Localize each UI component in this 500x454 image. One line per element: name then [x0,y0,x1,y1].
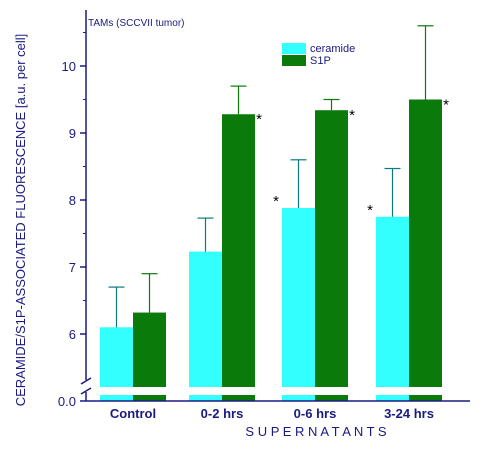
significance-marker: * [349,107,355,124]
bar-ceramide [282,208,315,387]
axis-break-marks [80,377,92,395]
axis-break-mark [80,377,92,385]
y-tick-label: 7 [69,260,76,275]
legend-swatch-s1p [282,55,306,66]
bar-s1p [222,114,255,388]
bar-s1p [315,110,348,387]
significance-marker: * [443,97,449,114]
significance-marker: * [367,202,373,219]
bar-stub-s1p [409,395,442,401]
bar-stub-s1p [222,395,255,401]
chart-subtitle: TAMs (SCCVII tumor) [88,18,184,29]
bar-stub-ceramide [376,395,409,401]
x-axis-title: S U P E R N A T A N T S [245,424,386,439]
bar-ceramide [189,251,222,387]
bar-s1p [409,99,442,387]
y-tick-label: 6 [69,327,76,342]
y-tick-label: 9 [69,126,76,141]
significance-marker: * [256,111,262,128]
bar-ceramide [376,216,409,387]
y-tick-label: 8 [69,193,76,208]
labels-layer: * * * * * Control 0-2 hrs 0-6 hrs 3-24 hrs [110,97,449,422]
y-tick-label: 10 [62,59,76,74]
bar-stub-s1p [315,395,348,401]
x-category-label: 0-2 hrs [201,406,244,421]
y-axis-title: CERAMIDE/S1P-ASSOCIATED FLUORESCENCE [a.… [13,34,28,407]
error-bars-layer [108,25,434,328]
axes-layer: 0.0 6 7 8 9 10 [58,10,470,409]
axis-break-mark [80,387,92,395]
bar-s1p [133,312,166,387]
x-category-label: Control [110,406,156,421]
bar-ceramide [100,327,133,387]
legend-swatch-ceramide [282,43,306,54]
bar-stub-ceramide [100,395,133,401]
bar-stub-ceramide [282,395,315,401]
significance-marker: * [273,193,279,210]
y-ticks: 0.0 6 7 8 9 10 [58,32,86,409]
x-category-label: 3-24 hrs [384,406,434,421]
legend: ceramide S1P [282,43,355,67]
legend-label-ceramide: ceramide [310,43,355,55]
bar-stub-ceramide [189,395,222,401]
legend-label-s1p: S1P [310,55,331,67]
bar-stub-s1p [133,395,166,401]
x-category-label: 0-6 hrs [294,406,337,421]
bars-layer [100,99,442,401]
y-tick-label: 0.0 [58,394,76,409]
